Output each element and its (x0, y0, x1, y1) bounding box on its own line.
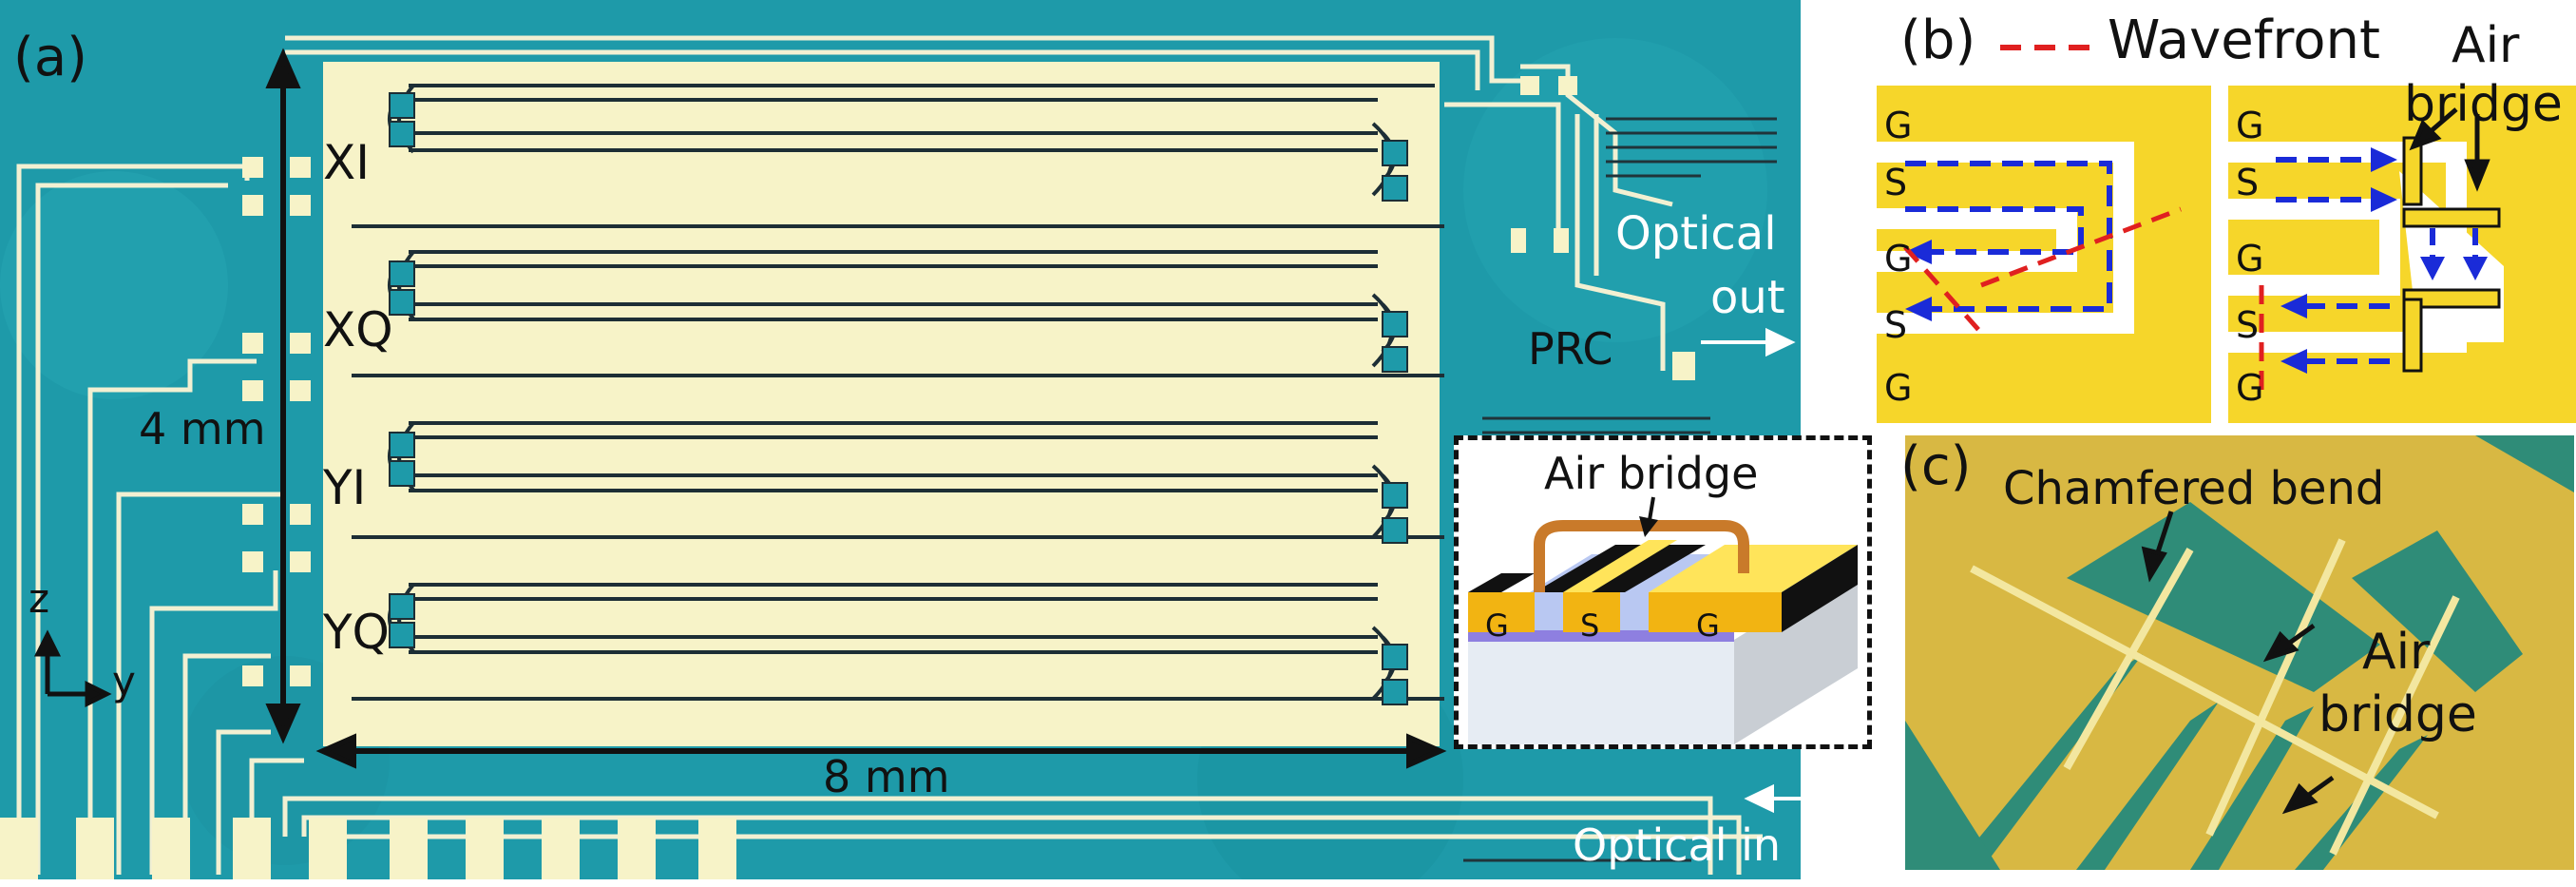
b-right-label-4: S (2236, 304, 2260, 346)
b-standard-bend-drawing (1877, 86, 2211, 423)
inset-g-left: G (1485, 607, 1509, 644)
inset-air-bridge-label: Air bridge (1544, 448, 1759, 499)
width-dimension: 8 mm (823, 751, 950, 802)
b-right-label-5: G (2236, 367, 2264, 409)
optical-in-label: Optical in (1573, 820, 1782, 871)
panel-b-label: (b) (1900, 10, 1976, 71)
sem-air-bridge-drawing (1905, 435, 2574, 870)
b-left-label-2: S (1884, 162, 1908, 203)
row-label-xi: XI (323, 135, 370, 190)
b-air-bridge-label-line1: Air (2452, 17, 2520, 74)
inset-s: S (1580, 607, 1600, 644)
b-standard-bend: G S G S G (1877, 86, 2211, 423)
b-right-label-3: G (2236, 238, 2264, 280)
c-air-bridge-label-line2: bridge (2318, 686, 2477, 743)
b-right-label-1: G (2236, 105, 2264, 146)
wavefront-legend-label: Wavefront (2108, 10, 2380, 71)
chamfered-bend-label: Chamfered bend (2003, 462, 2385, 515)
row-label-yi: YI (323, 460, 367, 515)
air-bridge-inset: Air bridge G S G (1454, 435, 1872, 749)
optical-out-label-line1: Optical (1615, 207, 1777, 260)
b-air-bridge-bend-drawing (2228, 86, 2576, 423)
b-left-label-1: G (1884, 105, 1913, 146)
row-label-xq: XQ (323, 302, 393, 357)
b-right-label-2: S (2236, 162, 2260, 203)
c-air-bridge-label-line1: Air (2362, 624, 2431, 681)
sem-air-bridge-photo (1905, 435, 2574, 870)
b-left-label-3: G (1884, 238, 1913, 280)
b-left-label-4: S (1884, 304, 1908, 346)
prc-label: PRC (1528, 323, 1613, 375)
axis-z-label: z (29, 575, 50, 622)
b-air-bridge-label-line2: bridge (2404, 76, 2563, 133)
optical-out-label-line2: out (1710, 271, 1785, 324)
wavefront-legend-icon (2000, 45, 2095, 50)
height-dimension: 4 mm (139, 403, 266, 454)
row-label-yq: YQ (323, 605, 390, 660)
air-bridge-3d-drawing (1468, 496, 1858, 744)
b-air-bridge-bend: G S G S G (2228, 86, 2576, 423)
inset-g-right: G (1696, 607, 1720, 644)
axis-y-label: y (112, 658, 136, 704)
panel-c-label: (c) (1900, 435, 1972, 497)
panel-a-label: (a) (13, 27, 88, 88)
b-left-label-5: G (1884, 367, 1913, 409)
